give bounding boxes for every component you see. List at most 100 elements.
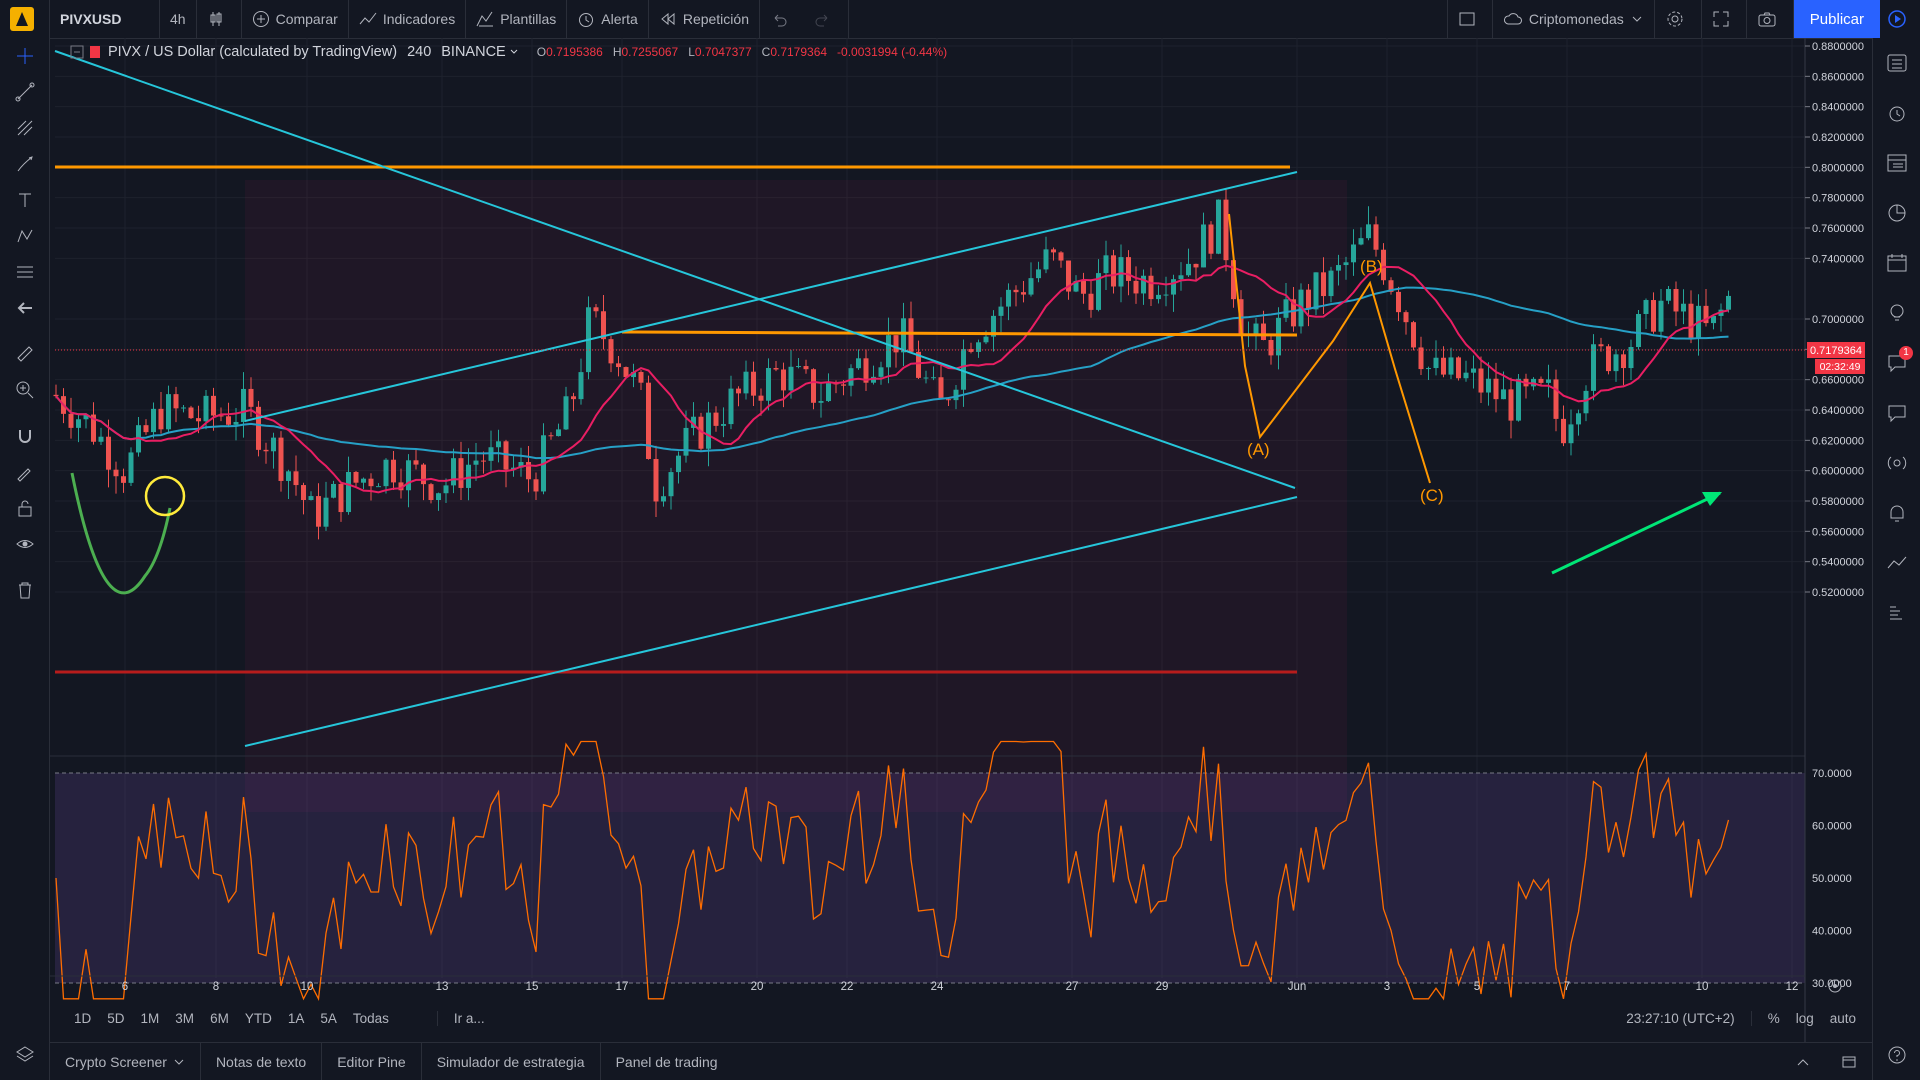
time-tick-label: 22 — [841, 981, 854, 993]
signals-button[interactable] — [1873, 538, 1920, 588]
hotlist-button[interactable] — [1873, 188, 1920, 238]
settings-button[interactable] — [1655, 0, 1702, 38]
chevron-down-icon[interactable] — [509, 47, 519, 57]
snapshot-button[interactable] — [1747, 0, 1794, 38]
trendline-tool[interactable] — [0, 74, 50, 110]
chart-type-button[interactable] — [197, 0, 242, 38]
back-tool[interactable] — [0, 290, 50, 326]
tab-trading-panel[interactable]: Panel de trading — [615, 1054, 718, 1070]
bullish-arrow-line[interactable] — [1551, 491, 1721, 575]
goto-date-button[interactable]: Ir a... — [436, 1010, 493, 1026]
tab-strategy-tester[interactable]: Simulador de estrategia — [422, 1043, 601, 1080]
redo-button[interactable] — [804, 0, 849, 38]
watchlist-market-dropdown[interactable]: Criptomonedas — [1493, 0, 1655, 38]
remove-tool[interactable] — [0, 572, 50, 608]
measure-tool[interactable] — [0, 336, 50, 372]
abc-wave-drawing[interactable] — [1228, 213, 1431, 484]
crosshair-tool[interactable] — [0, 38, 50, 74]
percent-scale-toggle[interactable]: % — [1767, 1010, 1780, 1026]
streams-button[interactable] — [1873, 438, 1920, 488]
range-1d[interactable]: 1D — [74, 1010, 92, 1026]
camera-icon — [1758, 12, 1776, 27]
magnet-tool[interactable] — [0, 418, 50, 454]
chart-area[interactable]: (A) (B) (C) 0.8800000 0.8600000 0.8400000 0… — [50, 38, 1872, 1042]
time-tick-label: 24 — [931, 981, 944, 993]
chats-button[interactable]: 1 — [1873, 338, 1920, 388]
tab-crypto-screener[interactable]: Crypto Screener — [50, 1043, 201, 1080]
log-scale-toggle[interactable]: log — [1795, 1010, 1814, 1026]
replay-button[interactable]: Repetición — [649, 0, 760, 38]
range-3m[interactable]: 3M — [175, 1010, 195, 1026]
rsi-tick-label: 40.0000 — [1812, 926, 1852, 938]
tab-crypto-screener-label: Crypto Screener — [65, 1054, 167, 1070]
compare-button[interactable]: Comparar — [242, 0, 349, 38]
descending-trendline[interactable] — [54, 50, 1296, 489]
watchlist-button[interactable] — [1873, 38, 1920, 88]
interval-selector[interactable]: 4h — [160, 0, 197, 38]
dom-button[interactable] — [1873, 588, 1920, 638]
low-label: L — [688, 45, 695, 59]
tab-text-notes[interactable]: Notas de texto — [201, 1043, 323, 1080]
publish-button[interactable]: Publicar — [1793, 0, 1880, 38]
candle-body — [121, 476, 126, 483]
stay-drawing-tool[interactable] — [0, 454, 50, 490]
channel-lower-line[interactable] — [244, 496, 1298, 747]
range-all[interactable]: Todas — [352, 1010, 389, 1026]
layout-button[interactable] — [1446, 0, 1493, 38]
highlight-circle[interactable] — [144, 475, 186, 517]
rsi-axis[interactable]: 70.0000 60.0000 50.0000 40.0000 30.0000 — [1812, 768, 1852, 990]
brush-tool[interactable] — [0, 146, 50, 182]
chart-canvas[interactable]: (A) (B) (C) 0.88000000.86000000.84000000… — [50, 38, 1872, 1042]
candle-body — [1126, 257, 1131, 281]
hide-drawings-tool[interactable] — [0, 526, 50, 562]
alerts-panel-button[interactable] — [1873, 88, 1920, 138]
candle-body — [436, 493, 441, 500]
auto-scale-toggle[interactable]: auto — [1829, 1010, 1856, 1026]
candle-body — [1141, 275, 1146, 294]
wave-label-b: (B) — [1360, 257, 1383, 276]
range-1m[interactable]: 1M — [140, 1010, 160, 1026]
text-tool[interactable] — [0, 182, 50, 218]
mid-resistance-line[interactable] — [621, 330, 1298, 337]
tab-pine-editor[interactable]: Editor Pine — [322, 1043, 422, 1080]
alert-button[interactable]: Alerta — [567, 0, 649, 38]
messages-button[interactable] — [1873, 388, 1920, 438]
candle-body — [398, 482, 404, 491]
legend-exchange: BINANCE — [441, 44, 506, 60]
symbol-search[interactable]: PIVXUSD — [50, 0, 160, 38]
range-5y[interactable]: 5A — [320, 1010, 337, 1026]
templates-button[interactable]: Plantillas — [466, 0, 568, 38]
calendar-button[interactable] — [1873, 238, 1920, 288]
lock-tool[interactable] — [0, 490, 50, 526]
object-tree-tool[interactable] — [0, 1036, 50, 1072]
maximize-panel-button[interactable] — [1826, 1043, 1872, 1080]
collapse-panel-button[interactable] — [1780, 1043, 1826, 1080]
fib-tool[interactable] — [0, 110, 50, 146]
time-axis[interactable]: 6 8 10 13 15 17 20 22 24 27 29 Jun 3 5 7 10 12 — [50, 975, 1805, 993]
indicators-button[interactable]: Indicadores — [349, 0, 467, 38]
range-1y[interactable]: 1A — [287, 1010, 305, 1026]
redo-icon — [815, 14, 828, 27]
help-button[interactable] — [1873, 1030, 1920, 1080]
price-axis[interactable]: 0.8800000 0.8600000 0.8400000 0.8200000 0.80… — [1805, 41, 1864, 599]
channel-upper-line[interactable] — [244, 171, 1298, 422]
data-window-button[interactable] — [1873, 138, 1920, 188]
tradingview-logo-icon[interactable] — [0, 0, 50, 38]
notifications-button[interactable] — [1873, 488, 1920, 538]
time-axis-settings[interactable] — [1828, 979, 1842, 993]
pattern-tool[interactable] — [0, 218, 50, 254]
range-6m[interactable]: 6M — [210, 1010, 229, 1026]
zoom-tool[interactable] — [0, 372, 50, 408]
eye-icon — [16, 540, 34, 548]
undo-button[interactable] — [760, 0, 804, 38]
range-ytd[interactable]: YTD — [244, 1010, 272, 1026]
green-curve-drawing[interactable] — [70, 472, 172, 595]
fullscreen-button[interactable] — [1702, 0, 1747, 38]
prediction-tool[interactable] — [0, 254, 50, 290]
collapse-legend-icon[interactable] — [70, 45, 84, 59]
clock-timezone[interactable]: 23:27:10 (UTC+2) — [1618, 1010, 1752, 1026]
play-button[interactable] — [1880, 0, 1920, 38]
range-5d[interactable]: 5D — [107, 1010, 125, 1026]
ideas-button[interactable] — [1873, 288, 1920, 338]
legend-title[interactable]: PIVX / US Dollar (calculated by TradingV… — [108, 44, 398, 60]
